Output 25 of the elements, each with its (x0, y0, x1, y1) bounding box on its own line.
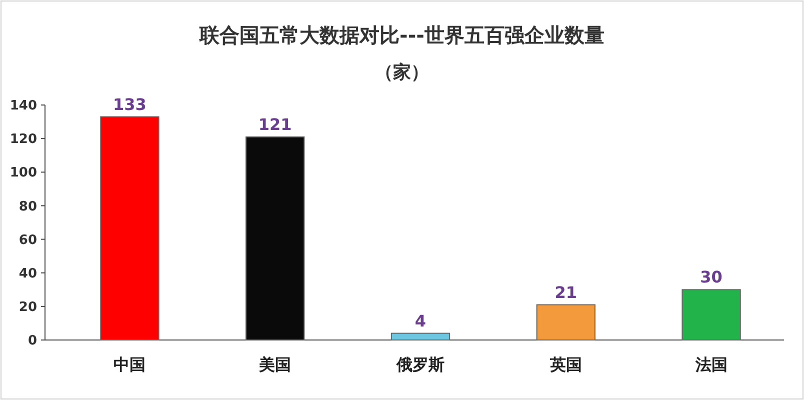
y-tick-label: 120 (10, 132, 37, 148)
bar (100, 116, 160, 340)
bar (682, 289, 741, 340)
bar (536, 304, 596, 340)
data-label: 133 (112, 94, 146, 114)
x-tick-label: 美国 (258, 355, 292, 374)
data-label: 21 (554, 282, 578, 302)
y-tick-label: 60 (18, 232, 37, 248)
x-tick-label: 俄罗斯 (396, 355, 444, 374)
chart-subtitle: （家） (375, 62, 429, 83)
x-tick-label: 中国 (114, 355, 146, 374)
y-tick-label: 140 (10, 98, 37, 114)
data-label: 121 (258, 114, 292, 134)
x-tick-label: 法国 (694, 355, 728, 374)
y-tick-label: 20 (18, 300, 37, 315)
data-label: 30 (700, 268, 722, 287)
data-label: 4 (414, 311, 426, 330)
chart-title: 联合国五常大数据对比---世界五百强企业数量 (198, 23, 604, 47)
y-tick-label: 100 (10, 166, 37, 181)
y-tick-label: 0 (28, 334, 37, 349)
bar (390, 332, 450, 340)
y-tick-label: 80 (18, 199, 37, 214)
bar (246, 136, 305, 340)
y-tick-label: 40 (18, 266, 37, 282)
x-tick-label: 英国 (548, 355, 582, 374)
